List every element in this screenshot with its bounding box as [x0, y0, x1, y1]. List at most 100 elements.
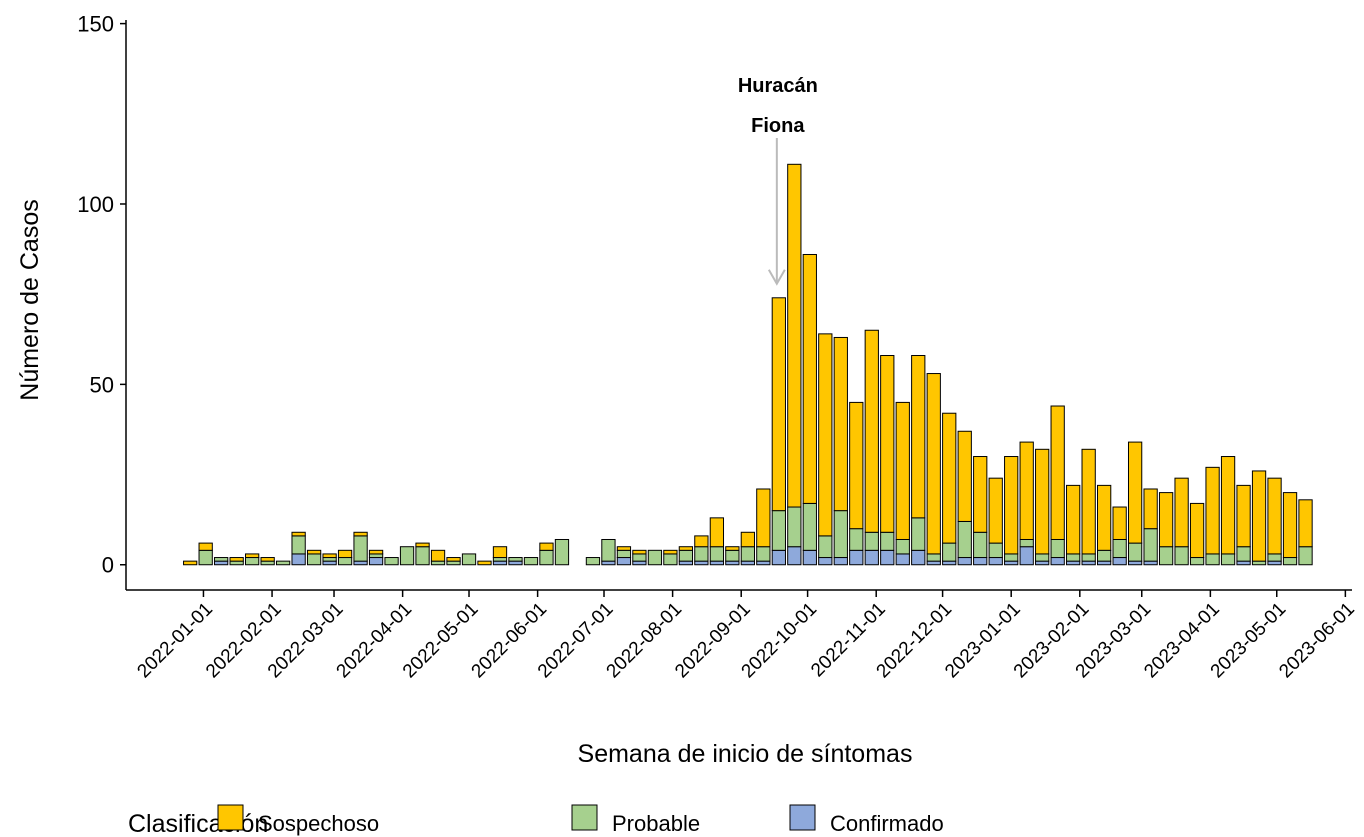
bar-segment: [694, 560, 709, 566]
bar-segment: [523, 557, 539, 566]
bar-segment: [1019, 546, 1034, 566]
bar-segment: [430, 549, 446, 562]
bar-segment: [1081, 448, 1096, 555]
bar-segment: [802, 549, 817, 566]
bar-segment: [1097, 549, 1112, 562]
bar-segment: [291, 531, 306, 537]
bar-segment: [322, 557, 337, 562]
bar-segment: [337, 557, 353, 566]
bar-segment: [1019, 538, 1034, 548]
bar-segment: [1035, 553, 1050, 562]
bar-segment: [1251, 470, 1267, 562]
bar-segment: [632, 560, 647, 566]
x-axis-title: Semana de inicio de síntomas: [578, 740, 913, 768]
bar-segment: [942, 542, 957, 562]
bar-segment: [725, 560, 740, 566]
bar-segment: [260, 560, 275, 566]
bar-segment: [818, 535, 833, 559]
bar-segment: [508, 557, 523, 562]
bar-segment: [1267, 560, 1282, 566]
bar-segment: [1251, 560, 1267, 566]
annotation-text: Fiona: [751, 115, 805, 137]
bar-segment: [1158, 546, 1174, 566]
bar-segment: [756, 488, 771, 548]
legend-label: Probable: [612, 811, 700, 836]
bar-segment: [895, 553, 910, 566]
legend-key: [217, 804, 244, 831]
bar-segment: [895, 401, 910, 540]
bar-segment: [895, 538, 910, 555]
bar-segment: [756, 560, 771, 566]
bar-segment: [833, 336, 848, 512]
bar-segment: [198, 549, 213, 566]
bar-segment: [399, 546, 415, 566]
bar-segment: [694, 546, 709, 562]
bar-segment: [1205, 466, 1220, 555]
bar-segment: [461, 553, 477, 566]
bar-segment: [787, 506, 802, 548]
bar-segment: [384, 557, 399, 566]
bar-segment: [1189, 557, 1205, 566]
bar-segment: [988, 557, 1003, 566]
annotation-text: Huracán: [738, 75, 818, 97]
bar-segment: [477, 560, 492, 566]
bar-segment: [430, 560, 446, 566]
bar-segment: [1205, 553, 1220, 566]
bar-segment: [926, 553, 941, 562]
bar-segment: [616, 557, 632, 566]
bar-segment: [973, 557, 988, 566]
bar-segment: [1097, 560, 1112, 566]
bar-segment: [740, 531, 755, 548]
bar-segment: [353, 535, 368, 562]
bar-segment: [1298, 499, 1313, 548]
bar-segment: [260, 557, 275, 562]
bar-segment: [957, 520, 972, 559]
bar-segment: [849, 528, 864, 551]
bar-segment: [1004, 560, 1019, 566]
bar-segment: [601, 538, 616, 562]
bar-segment: [1282, 492, 1298, 559]
bar-segment: [1066, 484, 1081, 555]
bar-segment: [353, 560, 368, 566]
bar-segment: [1019, 441, 1034, 540]
bar-segment: [973, 456, 988, 533]
bar-segment: [802, 502, 817, 551]
bar-segment: [492, 557, 508, 562]
bar-segment: [1220, 553, 1236, 566]
bar-segment: [787, 546, 802, 566]
bar-segment: [957, 430, 972, 522]
annotation-arrowhead: [767, 269, 786, 286]
bar-segment: [988, 542, 1003, 559]
bar-segment: [1081, 553, 1096, 562]
bar-segment: [1112, 557, 1127, 566]
bar-segment: [585, 557, 601, 566]
bar-segment: [1035, 448, 1050, 555]
bar-segment: [818, 557, 833, 566]
bar-segment: [1282, 557, 1298, 566]
bar-segment: [911, 517, 926, 551]
bar-segment: [1236, 560, 1251, 566]
y-axis-title: Número de Casos: [16, 199, 44, 400]
bar-segment: [709, 517, 725, 548]
bar-segment: [988, 477, 1003, 544]
bar-segment: [973, 531, 988, 559]
bar-segment: [1112, 538, 1127, 559]
bar-segment: [1081, 560, 1096, 566]
legend-label: Confirmado: [830, 811, 944, 836]
legend-label: Sospechoso: [258, 811, 379, 836]
bar-segment: [1050, 405, 1065, 540]
bar-segment: [833, 510, 848, 559]
bar-segment: [1112, 506, 1127, 540]
bar-segment: [291, 535, 306, 555]
bar-segment: [911, 355, 926, 519]
bar-segment: [1066, 560, 1081, 566]
legend-key: [571, 804, 598, 831]
bar-segment: [663, 549, 678, 555]
bar-segment: [864, 549, 879, 566]
bar-segment: [957, 557, 972, 566]
bar-segment: [306, 549, 322, 555]
bar-segment: [756, 546, 771, 562]
bar-segment: [849, 549, 864, 566]
bar-segment: [214, 560, 229, 566]
